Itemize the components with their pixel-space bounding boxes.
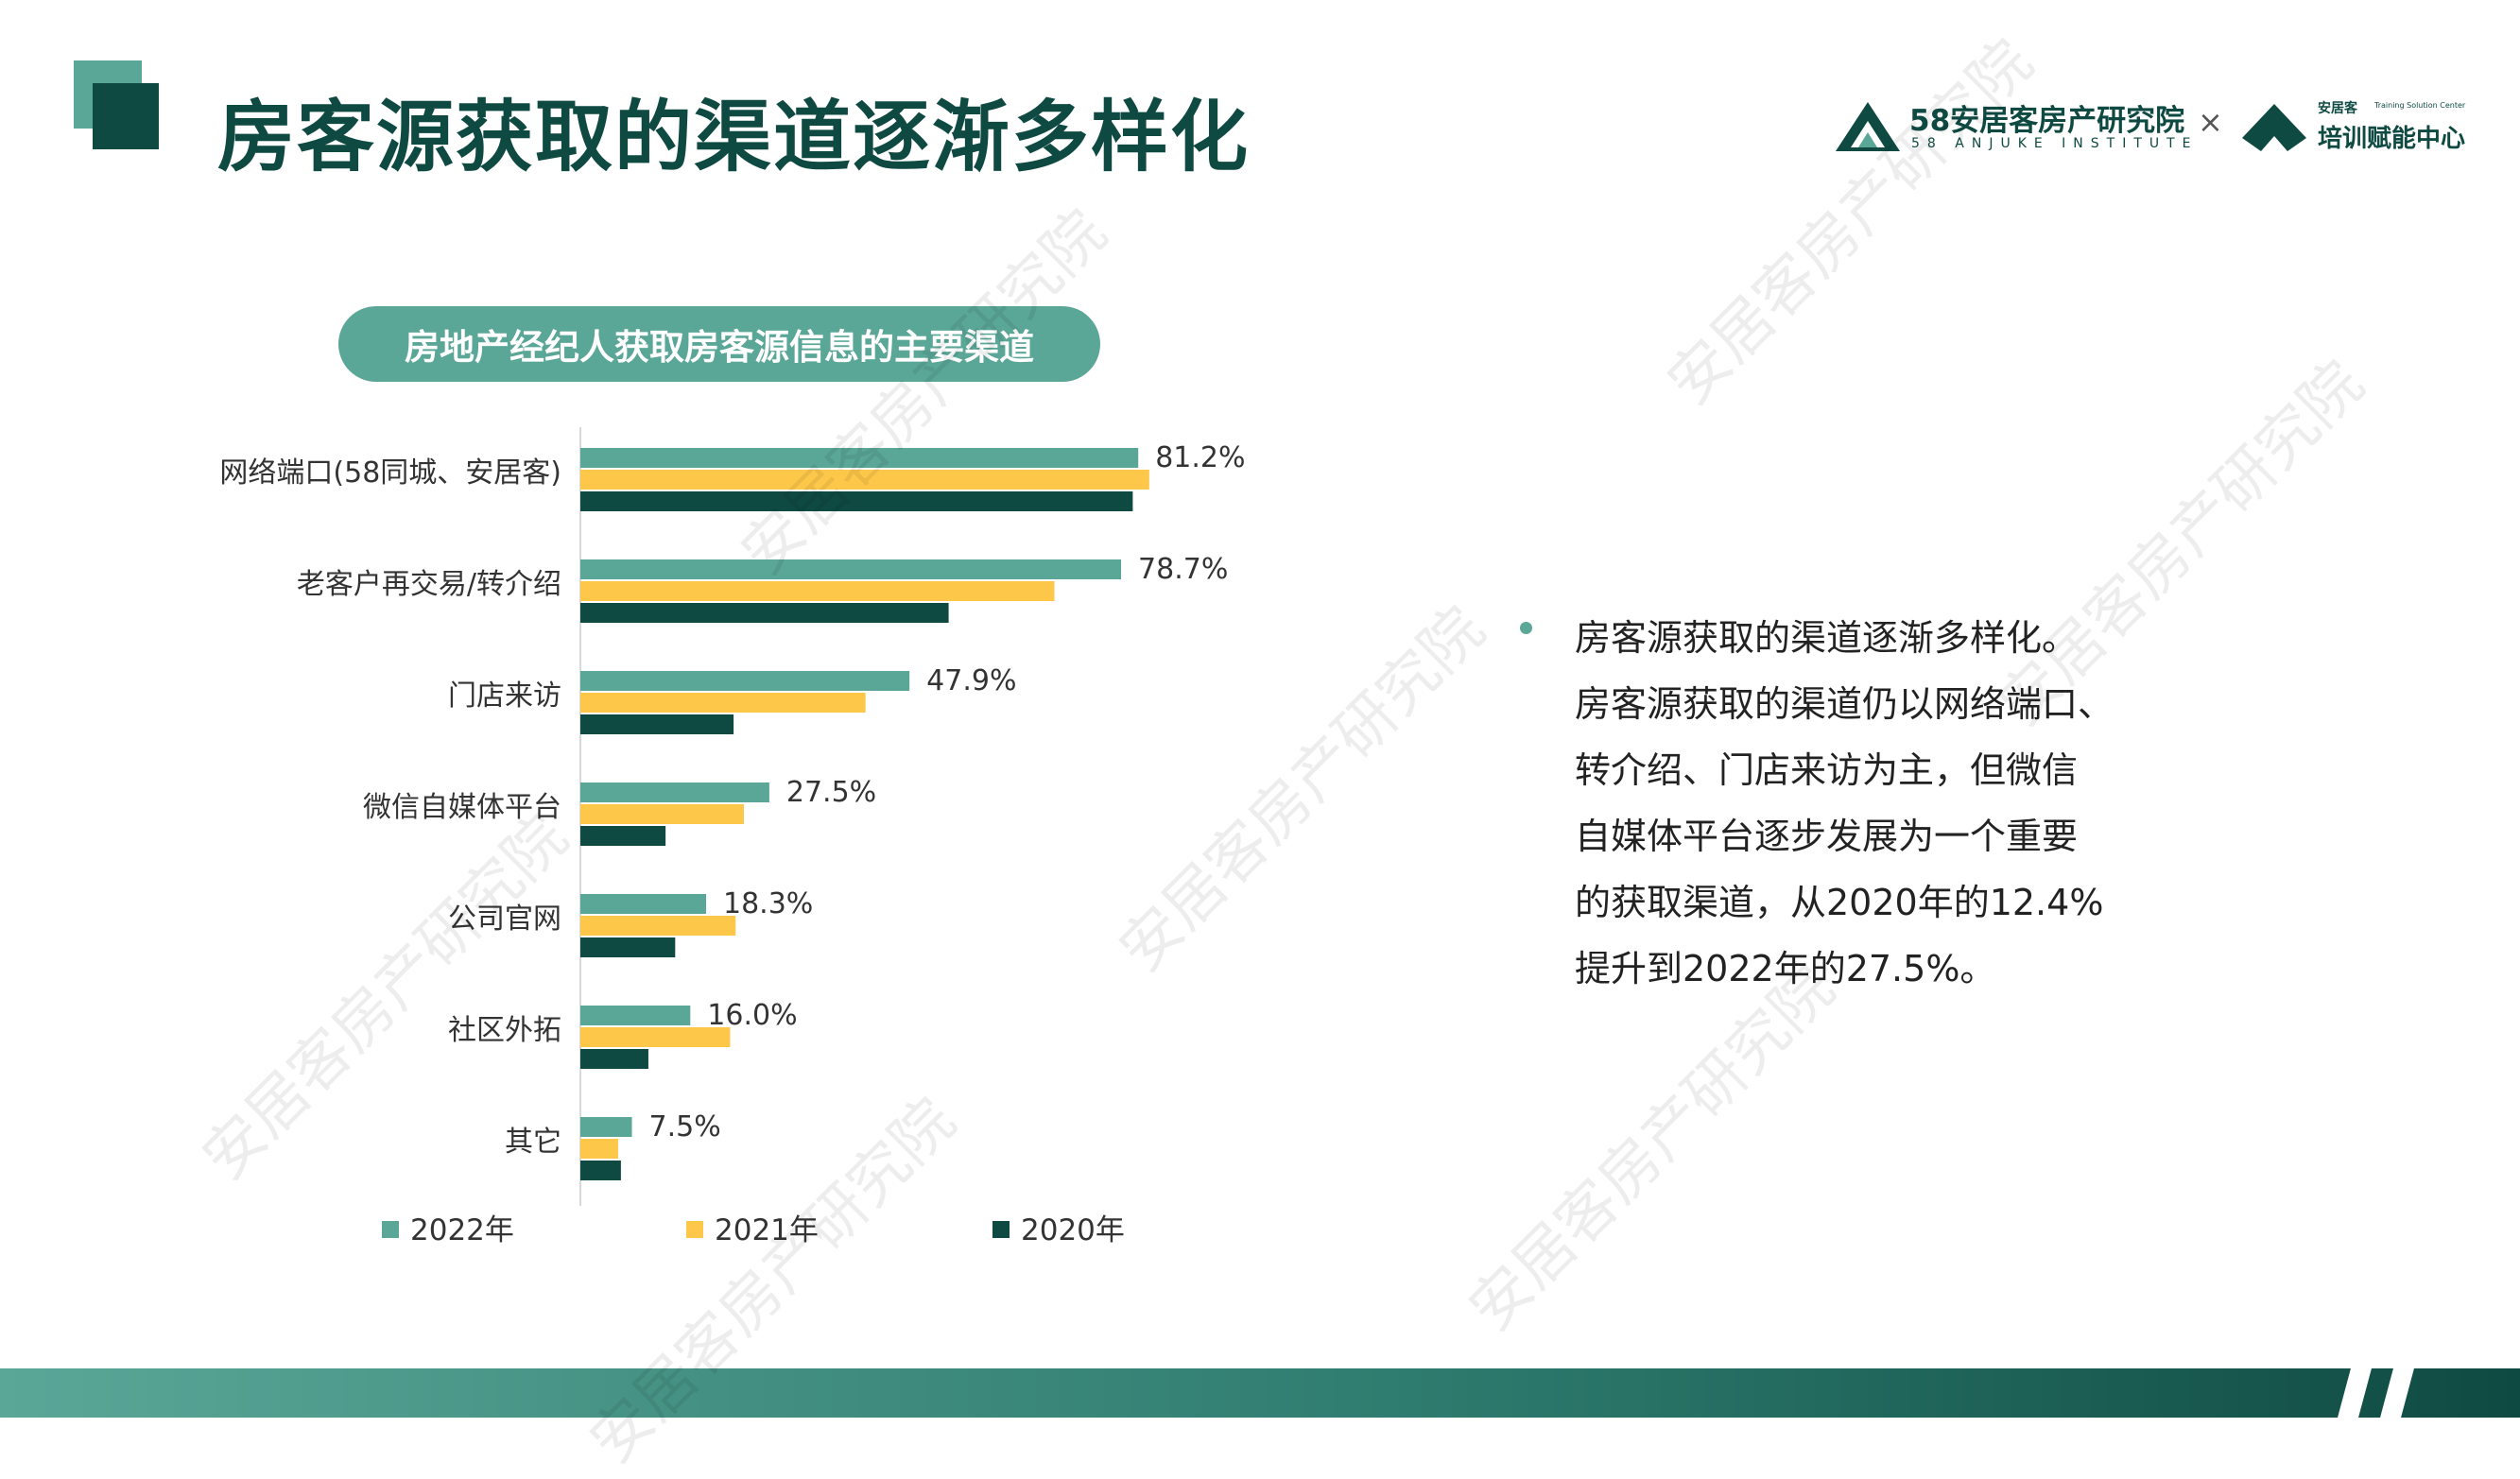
category-label: 老客户再交易/转介绍 [297,568,561,601]
bar-2022年-3 [580,671,910,691]
data-label: 18.3% [723,887,813,920]
bar-2020年-6 [580,1049,648,1069]
category-label: 公司官网 [448,903,561,936]
data-label: 7.5% [649,1110,721,1144]
bar-2020年-1 [580,491,1133,511]
bar-2022年-6 [580,1006,691,1025]
bar-2021年-7 [580,1139,618,1159]
bar-2022年-1 [580,448,1139,468]
bar-2021年-6 [580,1027,731,1047]
logo-training-tiny: Training Solution Center [2374,101,2466,110]
bar-2020年-2 [580,603,949,623]
data-label: 16.0% [707,999,797,1032]
logo-58-text: 58安居客房产研究院 [1909,104,2185,138]
data-label: 27.5% [786,776,876,809]
data-label: 81.2% [1155,441,1245,474]
bar-2020年-5 [580,937,676,957]
page-title: 房客源获取的渠道逐渐多样化 [217,93,1251,182]
bar-2021年-1 [580,470,1149,490]
bar-2022年-5 [580,894,707,914]
category-label: 微信自媒体平台 [363,791,561,824]
training-center-logo-icon [2242,104,2306,151]
legend-label: 2021年 [715,1213,819,1247]
logo-training-small: 安居客 [2318,101,2357,116]
summary-text: 房客源获取的渠道逐渐多样化。 房客源获取的渠道仍以网络端口、 转介绍、门店来访为… [1575,617,2114,989]
bar-2021年-3 [580,693,866,713]
bullet-dot [1520,622,1532,634]
category-label: 其它 [505,1126,561,1159]
bar-2020年-4 [580,826,666,846]
category-label: 社区外拓 [448,1014,561,1047]
bar-2020年-3 [580,714,734,734]
legend-swatch [382,1221,399,1238]
bar-chart: 网络端口(58同城、安居客) 81.2% 老客户再交易/转介绍 78.7% 门店来访 47… [219,427,1246,1247]
category-label: 网络端口(58同城、安居客) [219,456,561,490]
legend-label: 2020年 [1021,1213,1125,1247]
bar-2021年-5 [580,916,736,936]
bar-2021年-2 [580,581,1055,601]
legend-label: 2022年 [410,1213,514,1247]
bar-2021年-4 [580,804,744,824]
legend-swatch [686,1221,703,1238]
legend-swatch [992,1221,1010,1238]
bar-2020年-7 [580,1161,621,1180]
anjuke-58-logo-icon [1836,102,1900,151]
bar-2022年-4 [580,782,769,802]
corner-square-dark [93,83,159,149]
data-label: 78.7% [1138,553,1228,586]
logo-group: 58安居客房产研究院 58 ANJUKE INSTITUTE × 安居客 Tra… [1834,93,2477,168]
category-label: 门店来访 [448,679,561,713]
logo-times-symbol: × [2198,104,2223,140]
data-label: 47.9% [926,664,1016,697]
logo-training-text: 培训赋能中心 [2318,125,2466,153]
logo-58-subtitle: 58 ANJUKE INSTITUTE [1911,136,2199,151]
bar-2022年-7 [580,1117,632,1137]
bar-2022年-2 [580,559,1122,579]
footer-bar [0,1368,2520,1418]
chart-title: 房地产经纪人获取房客源信息的主要渠道 [338,306,1100,382]
